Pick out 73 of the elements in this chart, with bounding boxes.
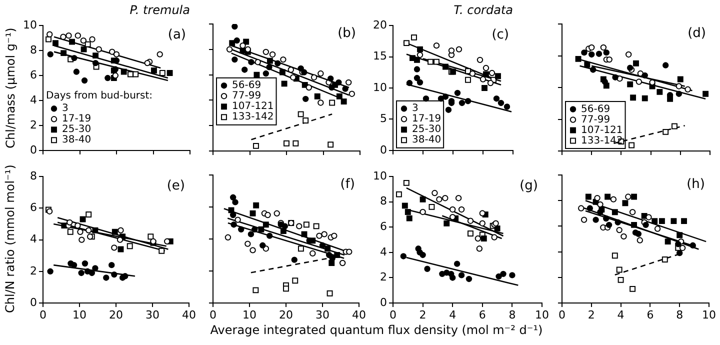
x-axis-title: Average integrated quantum flux density (mol m⁻² d⁻¹) <box>209 323 544 337</box>
annotation: (c) <box>492 27 509 42</box>
y-tick-label: 4 <box>30 232 37 246</box>
x-tick-label: 10 <box>242 308 256 322</box>
x-tick-label: 10 <box>72 308 86 322</box>
x-tick-label: 0 <box>210 308 216 322</box>
x-tick-label: 0 <box>558 308 566 322</box>
y-axis-title: Chl/N ratio (mmol mol⁻¹) <box>2 164 18 313</box>
y-tick-label: 10 <box>373 169 387 182</box>
x-tick-label: 8 <box>676 308 684 322</box>
chart-title: P. tremula <box>128 3 190 17</box>
legend-label: 25-30 <box>62 124 92 136</box>
y-tick-label: 8 <box>380 194 387 208</box>
x-tick-label: 2 <box>588 308 595 322</box>
annotation: (a) <box>168 27 186 42</box>
y-tick-label: 10 <box>373 80 387 94</box>
y-tick-label: 6 <box>30 68 37 82</box>
legend-label: 77-99 <box>581 114 610 126</box>
legend-label: 3 <box>412 103 418 114</box>
legend-label: 17-19 <box>412 114 442 125</box>
y-tick-label: 0 <box>30 143 37 156</box>
y-tick-label: 2 <box>380 270 387 284</box>
x-tick-label: 0 <box>40 308 46 322</box>
x-tick-label: 30 <box>146 308 160 322</box>
x-tick-label: 30 <box>316 308 330 322</box>
legend-label: 17-19 <box>62 114 92 125</box>
chart-title: T. cordata <box>452 3 513 17</box>
y-tick-label: 5 <box>380 112 387 126</box>
legend-label: 38-40 <box>412 134 442 146</box>
x-tick-label: 40 <box>352 308 366 322</box>
legend-label: 77-99 <box>232 90 262 102</box>
y-tick-label: 2 <box>30 264 37 278</box>
y-tick-label: 0 <box>380 143 387 156</box>
legend-label: 133-142 <box>232 112 274 123</box>
y-tick-label: 0 <box>380 296 387 309</box>
x-tick-label: 10 <box>535 308 549 322</box>
y-axis-title: Chl/mass (µmol g⁻¹) <box>2 26 18 150</box>
annotation: (f) <box>340 176 355 192</box>
x-tick-label: 2 <box>419 308 426 322</box>
annotation: (d) <box>688 26 706 41</box>
legend-label: 107-121 <box>232 101 274 112</box>
x-tick-label: 40 <box>182 308 196 322</box>
x-tick-label: 8 <box>508 308 516 322</box>
y-tick-label: 8 <box>30 169 37 182</box>
legend-label: 107-121 <box>581 124 623 136</box>
annotation: (h) <box>686 176 705 192</box>
y-tick-label: 8 <box>30 43 37 56</box>
annotation: (g) <box>520 178 538 194</box>
legend-label: 3 <box>62 103 68 114</box>
y-tick-label: 6 <box>30 201 37 214</box>
y-tick-label: 20 <box>373 18 387 32</box>
legend-title: Days from bud-burst: <box>46 90 153 102</box>
x-tick-label: 20 <box>109 308 123 322</box>
y-tick-label: 6 <box>380 220 387 234</box>
y-tick-label: 0 <box>30 296 37 309</box>
x-tick-label: 4 <box>449 308 456 322</box>
x-tick-label: 20 <box>279 308 293 322</box>
x-tick-label: 4 <box>617 308 624 322</box>
x-tick-label: 6 <box>646 308 654 322</box>
legend-label: 38-40 <box>62 134 92 146</box>
y-tick-label: 2 <box>30 118 37 132</box>
legend-label: 25-30 <box>412 124 442 136</box>
x-tick-label: 6 <box>478 308 486 322</box>
annotation: (b) <box>338 26 356 41</box>
y-tick-label: 4 <box>380 245 387 258</box>
annotation: (e) <box>166 178 185 194</box>
legend-label: 56-69 <box>232 80 262 92</box>
x-tick-label: 10 <box>702 308 716 322</box>
x-tick-label: 0 <box>390 308 396 322</box>
legend-label: 56-69 <box>581 104 610 115</box>
y-tick-label: 15 <box>373 50 387 63</box>
y-tick-label: 4 <box>30 93 37 106</box>
y-tick-label: 10 <box>23 18 37 32</box>
